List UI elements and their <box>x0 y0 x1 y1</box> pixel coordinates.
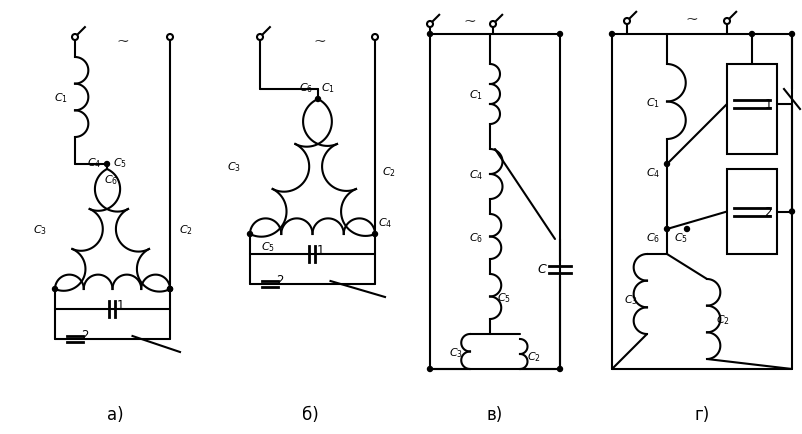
Text: ~: ~ <box>463 15 476 29</box>
Text: $C$: $C$ <box>536 263 547 276</box>
Circle shape <box>168 287 172 292</box>
Circle shape <box>664 162 669 167</box>
Circle shape <box>623 19 630 25</box>
Text: 1: 1 <box>764 98 771 111</box>
Circle shape <box>72 35 78 41</box>
Circle shape <box>371 35 378 41</box>
Text: $C_1$: $C_1$ <box>321 81 334 95</box>
Text: $C_2$: $C_2$ <box>382 165 395 178</box>
Text: $C_2$: $C_2$ <box>526 349 541 363</box>
Circle shape <box>104 162 109 167</box>
Circle shape <box>52 287 58 292</box>
Circle shape <box>427 33 432 37</box>
Text: $C_6$: $C_6$ <box>298 81 313 95</box>
Circle shape <box>427 22 432 28</box>
Text: 2: 2 <box>276 274 283 287</box>
Text: $C_3$: $C_3$ <box>623 293 638 306</box>
Text: $C_1$: $C_1$ <box>645 96 659 110</box>
Text: $C_6$: $C_6$ <box>468 230 483 244</box>
Circle shape <box>748 33 754 37</box>
Circle shape <box>723 19 729 25</box>
Circle shape <box>427 367 432 372</box>
Circle shape <box>609 33 614 37</box>
Text: $C_3$: $C_3$ <box>227 160 241 174</box>
Circle shape <box>664 227 669 232</box>
Text: 1: 1 <box>316 244 324 257</box>
Circle shape <box>257 35 263 41</box>
Text: г): г) <box>694 405 709 423</box>
Circle shape <box>315 97 320 102</box>
Text: $C_3$: $C_3$ <box>448 345 463 359</box>
Text: $C_1$: $C_1$ <box>54 91 68 105</box>
Text: ~: ~ <box>116 35 129 49</box>
Circle shape <box>167 35 172 41</box>
Bar <box>726 170 776 254</box>
Text: ~: ~ <box>685 13 698 27</box>
Circle shape <box>788 33 793 37</box>
Circle shape <box>557 33 561 37</box>
Text: $C_5$: $C_5$ <box>673 230 687 244</box>
Text: $C_4$: $C_4$ <box>378 216 391 230</box>
Text: а): а) <box>107 405 124 423</box>
Text: $C_2$: $C_2$ <box>179 223 192 237</box>
Circle shape <box>372 232 377 237</box>
Text: $C_5$: $C_5$ <box>261 240 274 253</box>
Text: $C_1$: $C_1$ <box>468 88 482 102</box>
Circle shape <box>489 22 496 28</box>
Text: $C_5$: $C_5$ <box>113 156 127 170</box>
Text: $C_4$: $C_4$ <box>468 168 483 181</box>
Text: $C_5$: $C_5$ <box>496 290 510 304</box>
Bar <box>726 65 776 155</box>
Text: б): б) <box>302 405 318 423</box>
Circle shape <box>247 232 252 237</box>
Text: в): в) <box>486 405 503 423</box>
Circle shape <box>557 367 561 372</box>
Circle shape <box>168 287 172 292</box>
Text: $C_6$: $C_6$ <box>103 173 118 187</box>
Text: $C_3$: $C_3$ <box>33 223 47 237</box>
Text: $C_6$: $C_6$ <box>645 230 659 244</box>
Text: $C_4$: $C_4$ <box>645 166 659 180</box>
Text: 2: 2 <box>764 206 771 218</box>
Circle shape <box>788 210 793 214</box>
Text: ~: ~ <box>314 35 326 49</box>
Text: 2: 2 <box>81 329 89 342</box>
Text: 1: 1 <box>116 299 124 312</box>
Text: $C_4$: $C_4$ <box>87 156 101 170</box>
Circle shape <box>683 227 689 232</box>
Text: $C_2$: $C_2$ <box>715 312 729 326</box>
